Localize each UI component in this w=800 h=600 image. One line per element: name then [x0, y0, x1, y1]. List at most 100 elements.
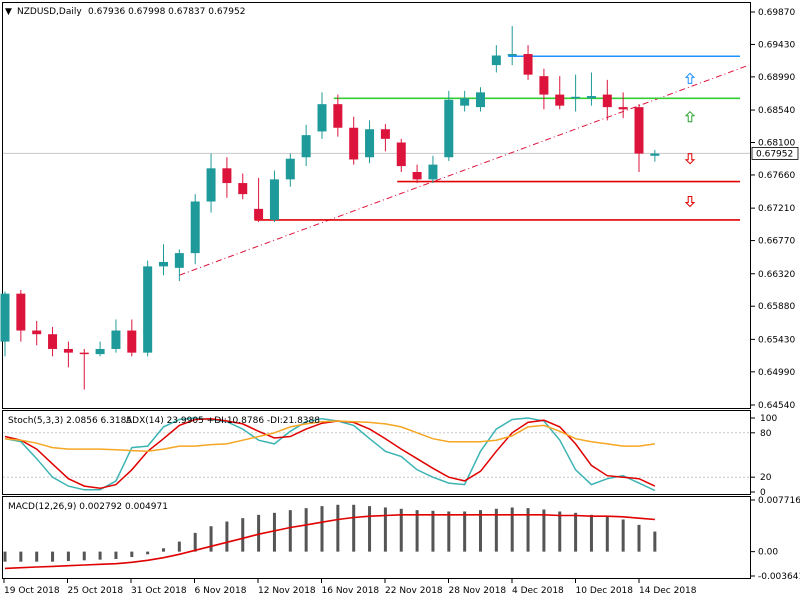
- candle-body[interactable]: [143, 266, 153, 353]
- date-tick-label: 19 Oct 2018: [4, 586, 60, 596]
- candle-body[interactable]: [16, 293, 26, 331]
- candle-body[interactable]: [349, 127, 359, 160]
- date-tick-label: 28 Nov 2018: [449, 586, 507, 596]
- macd-bar: [605, 516, 609, 552]
- stoch-tick-label: 100: [760, 414, 777, 424]
- macd-bar: [542, 509, 546, 552]
- macd-bar: [463, 511, 467, 552]
- candle-body[interactable]: [555, 94, 565, 106]
- macd-bar: [637, 524, 641, 552]
- macd-bar: [589, 514, 593, 552]
- candle-body[interactable]: [476, 92, 485, 108]
- macd-tick-label: 0.00: [758, 548, 778, 558]
- arrow-up-icon: [684, 72, 696, 84]
- candle-body[interactable]: [444, 99, 454, 158]
- stoch-tick-label: 0: [760, 488, 766, 498]
- macd-bar: [304, 508, 308, 552]
- macd-bar: [241, 518, 245, 552]
- arrow-up-icon: [684, 110, 696, 123]
- candle-body[interactable]: [380, 129, 390, 139]
- candle-body[interactable]: [190, 201, 200, 254]
- candle-body[interactable]: [428, 164, 438, 180]
- candle-body[interactable]: [571, 96, 581, 99]
- candle-body[interactable]: [285, 158, 295, 180]
- price-tick-label: 0.69430: [758, 40, 795, 50]
- candle-body[interactable]: [63, 348, 73, 353]
- macd-bar: [526, 508, 530, 552]
- candle-body[interactable]: [333, 104, 343, 128]
- price-tick-label: 0.64540: [758, 401, 795, 411]
- candle-body[interactable]: [317, 104, 327, 132]
- current-price-label: 0.67952: [756, 149, 793, 159]
- macd-bar: [66, 551, 70, 562]
- macd-bar: [447, 511, 451, 552]
- candle-body[interactable]: [507, 54, 517, 56]
- candle-body[interactable]: [0, 293, 10, 342]
- price-tick-label: 0.68990: [758, 73, 795, 83]
- candle-body[interactable]: [602, 94, 612, 108]
- date-tick-label: 22 Nov 2018: [385, 586, 443, 596]
- candle-body[interactable]: [412, 172, 422, 180]
- macd-bar: [209, 526, 213, 552]
- candle-body[interactable]: [491, 55, 501, 66]
- candle-body[interactable]: [586, 96, 596, 99]
- candle-body[interactable]: [159, 261, 168, 267]
- stoch-panel[interactable]: [2, 410, 751, 495]
- candle-body[interactable]: [269, 179, 279, 220]
- stoch-tick-label: 20: [760, 473, 772, 483]
- macd-signal-line: [4, 514, 655, 570]
- macd-bar: [415, 510, 419, 552]
- macd-bar: [19, 551, 23, 562]
- candle-body[interactable]: [48, 334, 58, 349]
- candle-body[interactable]: [95, 348, 105, 355]
- candle-body[interactable]: [460, 98, 470, 106]
- macd-bar: [653, 531, 657, 552]
- candle-body[interactable]: [206, 168, 216, 202]
- date-tick-label: 10 Dec 2018: [576, 586, 634, 596]
- stoch-main-line: [4, 417, 656, 492]
- macd-bar: [3, 551, 7, 562]
- macd-bar: [352, 504, 356, 552]
- candle-body[interactable]: [365, 129, 375, 158]
- price-tick-label: 0.69870: [758, 8, 795, 18]
- main-panel[interactable]: [2, 2, 751, 409]
- symbol-title: NZDUSD,Daily: [17, 7, 82, 17]
- macd-bar: [162, 548, 165, 552]
- candle-body[interactable]: [254, 208, 264, 220]
- candle-body[interactable]: [222, 168, 232, 184]
- candle-body[interactable]: [634, 107, 644, 154]
- macd-bar: [272, 512, 276, 552]
- macd-tick-label: 0.007716: [758, 496, 800, 506]
- macd-bar: [431, 510, 435, 552]
- macd-panel[interactable]: [2, 496, 751, 579]
- candle-body[interactable]: [539, 76, 549, 95]
- candle-body[interactable]: [650, 153, 660, 156]
- macd-bar: [320, 506, 324, 552]
- macd-bar: [336, 504, 340, 552]
- date-tick-label: 6 Nov 2018: [195, 586, 247, 596]
- candle-body[interactable]: [127, 330, 137, 353]
- date-tick-label: 14 Dec 2018: [639, 586, 697, 596]
- candle-body[interactable]: [618, 107, 628, 110]
- price-tick-label: 0.68540: [758, 106, 795, 116]
- trendline[interactable]: [179, 64, 750, 276]
- macd-bar: [574, 512, 578, 552]
- candle-body[interactable]: [396, 142, 406, 167]
- macd-bar: [288, 510, 292, 552]
- candle-body[interactable]: [238, 183, 248, 195]
- candle-body[interactable]: [111, 330, 121, 349]
- candle-body[interactable]: [523, 54, 533, 75]
- macd-bar: [51, 551, 55, 562]
- date-tick-label: 4 Dec 2018: [512, 586, 564, 596]
- candle-body[interactable]: [174, 253, 184, 268]
- macd-bar: [621, 519, 625, 552]
- macd-bar: [383, 507, 387, 552]
- symbol-title-icon: ▼: [5, 7, 12, 17]
- candle-body[interactable]: [79, 352, 89, 355]
- candle-body[interactable]: [32, 330, 42, 335]
- ohlc-values: 0.67936 0.67998 0.67837 0.67952: [88, 7, 245, 17]
- macd-title: MACD(12,26,9) 0.002792 0.004971: [8, 502, 168, 512]
- price-tick-label: 0.65430: [758, 335, 795, 345]
- candle-body[interactable]: [301, 135, 311, 158]
